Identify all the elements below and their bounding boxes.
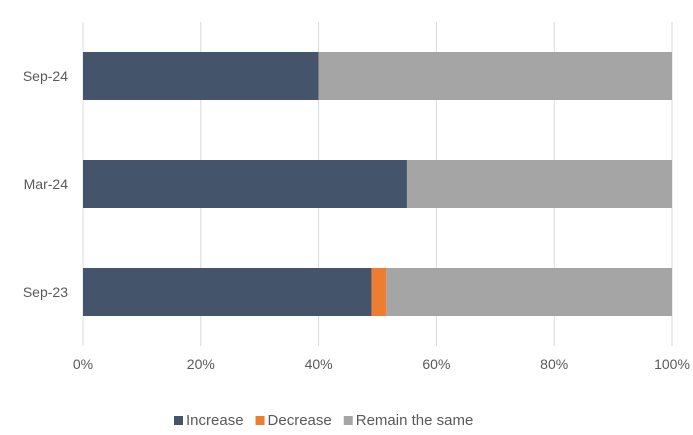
category-label: Sep-23 (23, 284, 68, 300)
x-tick-label: 80% (540, 356, 568, 372)
x-tick-label: 0% (73, 356, 93, 372)
bar-segment (371, 268, 387, 316)
category-label: Mar-24 (24, 176, 69, 192)
legend-swatch (343, 416, 353, 425)
bar-segment (83, 160, 407, 208)
bar-segment (406, 160, 672, 208)
legend-label: Remain the same (356, 412, 474, 429)
x-tick-label: 100% (654, 356, 690, 372)
legend-swatch (255, 416, 265, 425)
bar-segment (318, 52, 672, 100)
bar-segment (386, 268, 672, 316)
category-labels: Sep-24 Mar-24 Sep-23 (23, 68, 68, 300)
bars (83, 52, 672, 316)
x-tick-label: 60% (422, 356, 450, 372)
x-tick-label: 20% (187, 356, 215, 372)
x-axis-tick-labels: 0% 20% 40% 60% 80% 100% (73, 356, 690, 372)
legend-label: Increase (186, 412, 244, 429)
x-tick-label: 40% (305, 356, 333, 372)
legend-label: Decrease (268, 412, 332, 429)
bar-segment (83, 268, 372, 316)
legend-swatch (174, 416, 183, 425)
legend: Increase Decrease Remain the same (174, 412, 473, 429)
category-label: Sep-24 (23, 68, 68, 84)
bar-segment (83, 52, 319, 100)
